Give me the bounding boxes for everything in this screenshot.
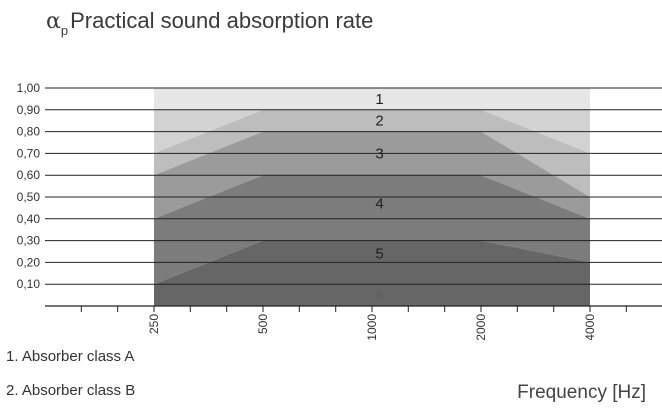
legend-class-b: 2. Absorber class B [6,382,136,399]
absorption-chart: 1,00 0,90 0,80 0,70 0,60 0,50 0,40 0,30 0,20 0,10… [17,81,662,340]
band-label-4: 4 [375,196,383,213]
x-tick-label: 1000 [365,314,379,340]
band-label-2: 2 [375,113,383,130]
chart-title-text: Practical sound absorption rate [70,8,374,33]
band-label-6: 6 [375,287,383,304]
y-tick-label: 0,80 [17,125,41,139]
x-axis-label: Frequency [Hz] [517,382,646,403]
y-tick-label: 0,50 [17,190,41,204]
y-tick-label: 0,40 [17,212,41,226]
y-tick-label: 0,60 [17,168,41,182]
x-tick-label: 2000 [474,314,488,340]
y-tick-label: 0,10 [17,277,41,291]
chart-title: αpPractical sound absorption rate [46,8,374,38]
alpha-symbol: α [46,9,61,34]
x-tick-label: 500 [256,314,270,334]
band-label-3: 3 [375,145,383,162]
legend-class-a: 1. Absorber class A [6,348,135,365]
x-tick-label: 4000 [583,314,597,340]
absorption-band-6 [154,240,590,306]
band-label-1: 1 [375,91,383,108]
y-tick-label: 0,70 [17,146,41,160]
y-tick-label: 0,30 [17,234,41,248]
absorption-band-5 [154,175,590,285]
x-tick-label: 250 [147,314,161,334]
absorption-band-2 [154,109,590,154]
y-tick-label: 0,90 [17,103,41,117]
alpha-subscript: p [60,23,69,38]
band-label-5: 5 [375,246,383,263]
y-tick-label: 1,00 [17,81,41,95]
absorption-band-1 [154,88,590,110]
y-tick-label: 0,20 [17,255,41,269]
